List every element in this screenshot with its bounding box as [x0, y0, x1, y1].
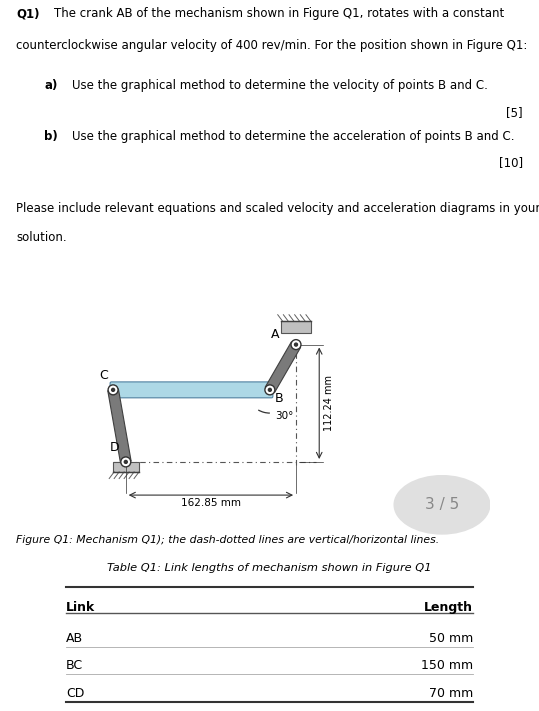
- Text: counterclockwise angular velocity of 400 rev/min. For the position shown in Figu: counterclockwise angular velocity of 400…: [16, 39, 528, 52]
- Text: C: C: [99, 368, 108, 382]
- Text: 30°: 30°: [275, 412, 293, 422]
- Circle shape: [294, 343, 298, 346]
- Polygon shape: [108, 389, 131, 463]
- Text: Table Q1: Link lengths of mechanism shown in Figure Q1: Table Q1: Link lengths of mechanism show…: [107, 562, 432, 573]
- Text: Use the graphical method to determine the velocity of points B and C.: Use the graphical method to determine th…: [72, 79, 488, 92]
- Text: 50 mm: 50 mm: [429, 631, 473, 644]
- FancyBboxPatch shape: [110, 382, 273, 398]
- Text: a): a): [44, 79, 58, 92]
- Text: Please include relevant equations and scaled velocity and acceleration diagrams : Please include relevant equations and sc…: [16, 202, 539, 215]
- Text: Figure Q1: Mechanism Q1); the dash-dotted lines are vertical/horizontal lines.: Figure Q1: Mechanism Q1); the dash-dotte…: [16, 535, 439, 545]
- Text: [10]: [10]: [499, 156, 523, 169]
- Circle shape: [291, 340, 301, 350]
- Text: 162.85 mm: 162.85 mm: [181, 498, 241, 508]
- Text: [5]: [5]: [506, 106, 523, 119]
- Text: 112.24 mm: 112.24 mm: [324, 375, 334, 432]
- Text: b): b): [44, 129, 58, 143]
- Circle shape: [125, 461, 127, 464]
- Text: A: A: [271, 328, 279, 341]
- Text: Length: Length: [424, 601, 473, 614]
- Circle shape: [112, 388, 115, 391]
- Polygon shape: [265, 342, 301, 392]
- Text: solution.: solution.: [16, 231, 67, 244]
- Text: 3 / 5: 3 / 5: [425, 497, 459, 513]
- Circle shape: [268, 388, 271, 391]
- Text: AB: AB: [66, 631, 83, 644]
- Text: Use the graphical method to determine the acceleration of points B and C.: Use the graphical method to determine th…: [72, 129, 514, 143]
- Text: The crank AB of the mechanism shown in Figure Q1, rotates with a constant: The crank AB of the mechanism shown in F…: [54, 7, 505, 20]
- Circle shape: [108, 385, 118, 395]
- Bar: [281, 321, 311, 333]
- Text: 150 mm: 150 mm: [421, 659, 473, 672]
- Ellipse shape: [393, 475, 490, 535]
- Circle shape: [121, 457, 131, 467]
- Text: D: D: [109, 441, 119, 454]
- Circle shape: [265, 385, 275, 395]
- Text: Q1): Q1): [16, 7, 40, 20]
- Text: B: B: [275, 392, 284, 405]
- Text: Link: Link: [66, 601, 95, 614]
- Text: CD: CD: [66, 687, 84, 700]
- Text: BC: BC: [66, 659, 83, 672]
- Bar: [113, 462, 139, 472]
- Text: 70 mm: 70 mm: [429, 687, 473, 700]
